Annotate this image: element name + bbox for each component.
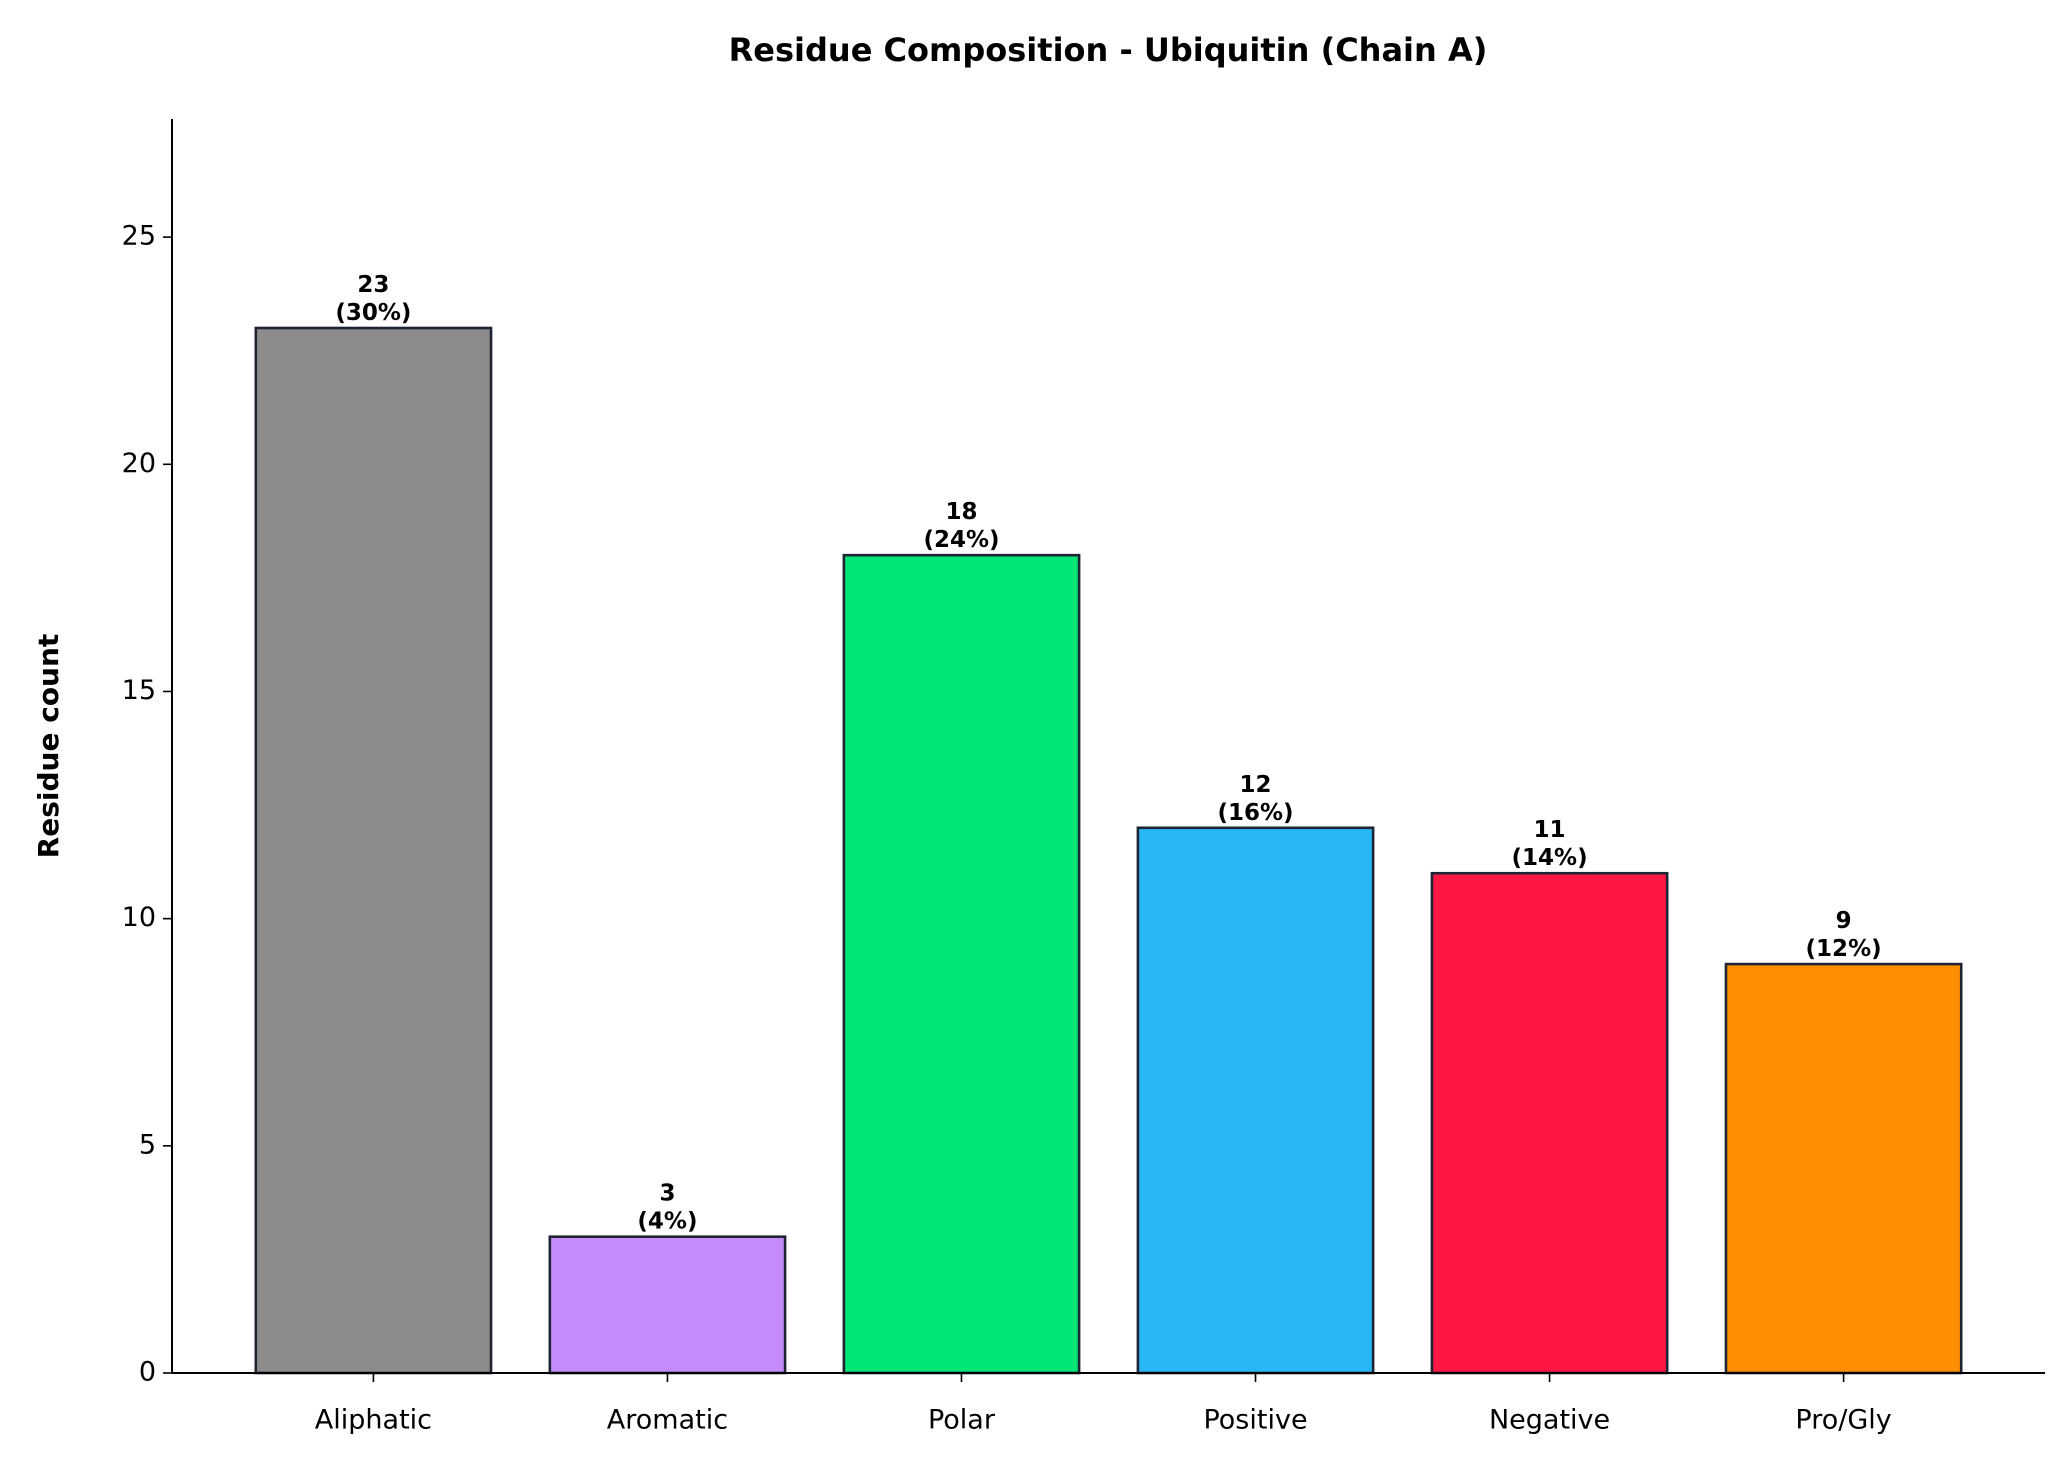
value-label: 23 (30%) <box>335 272 411 326</box>
y-tick-label: 10 <box>122 902 156 933</box>
y-tick-label: 15 <box>122 675 156 706</box>
bar <box>254 326 493 1375</box>
y-axis-label: Residue count <box>32 634 65 859</box>
bar <box>1430 871 1669 1375</box>
x-tick-label: Pro/Gly <box>1795 1405 1891 1436</box>
bar <box>548 1235 787 1375</box>
x-tick-label: Polar <box>928 1405 996 1436</box>
chart-title: Residue Composition - Ubiquitin (Chain A… <box>729 31 1488 69</box>
value-label: 12 (16%) <box>1217 772 1293 826</box>
x-tick-label: Aromatic <box>607 1405 728 1436</box>
value-label: 18 (24%) <box>923 499 999 553</box>
bar <box>1724 962 1963 1375</box>
x-tick-label: Aliphatic <box>315 1405 432 1436</box>
y-tick-label: 25 <box>122 221 156 252</box>
value-label: 11 (14%) <box>1512 817 1588 871</box>
y-tick-label: 5 <box>139 1129 156 1160</box>
y-tick-label: 0 <box>139 1357 156 1388</box>
bar <box>842 553 1081 1375</box>
value-label: 9 (12%) <box>1806 908 1882 962</box>
y-tick-label: 20 <box>122 448 156 479</box>
bar <box>1136 826 1375 1375</box>
x-tick-label: Negative <box>1489 1405 1610 1436</box>
x-tick-label: Positive <box>1203 1405 1307 1436</box>
value-label: 3 (4%) <box>637 1181 697 1235</box>
